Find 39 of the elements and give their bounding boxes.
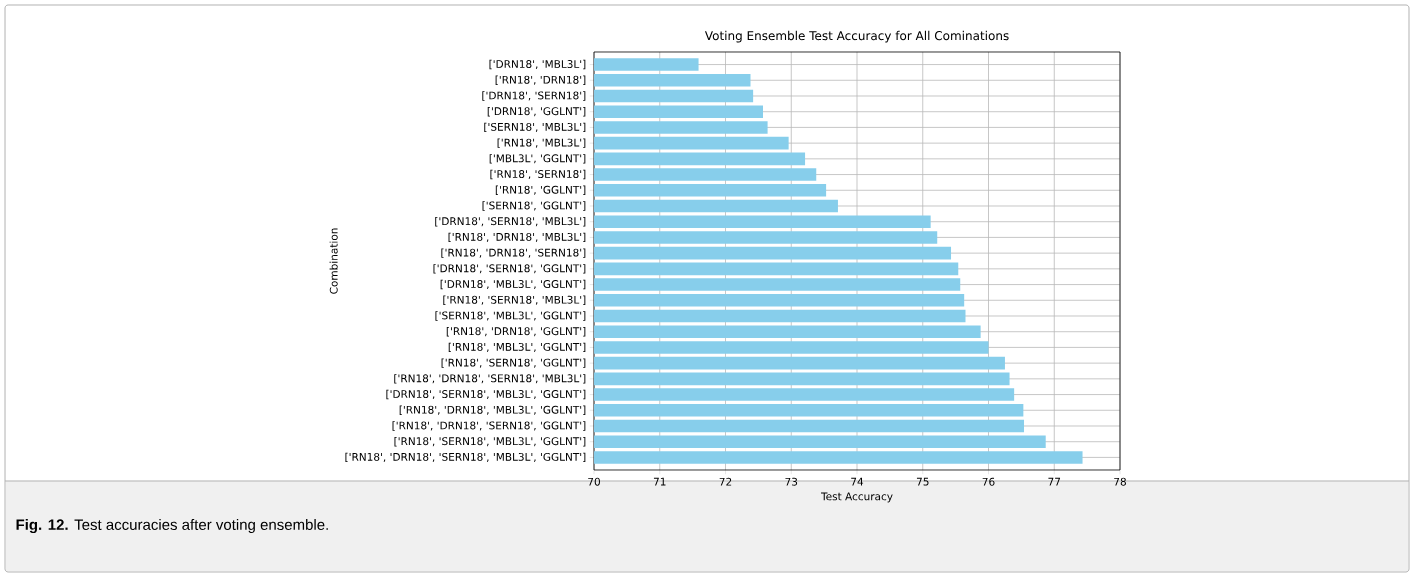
y-axis-title: Combination	[329, 228, 338, 294]
x-tick-label: 76	[982, 477, 995, 486]
x-tick-label: 75	[916, 477, 929, 486]
y-tick-label: ['DRN18', 'SERN18', 'MBL3L', 'GGLNT']	[386, 389, 586, 400]
y-tick-label: ['DRN18', 'SERN18']	[482, 91, 586, 101]
y-tick-label: ['RN18', 'SERN18']	[490, 169, 586, 180]
y-tick-label: ['RN18', 'SERN18', 'MBL3L', 'GGLNT']	[394, 437, 586, 447]
y-tick-label: ['RN18', 'DRN18', 'MBL3L', 'GGLNT']	[399, 405, 586, 415]
y-tick-label: ['RN18', 'DRN18', 'SERN18', 'MBL3L']	[394, 374, 586, 384]
x-tick-label: 70	[588, 477, 600, 486]
y-tick-label: ['MBL3L', 'GGLNT']	[489, 154, 586, 164]
y-tick-label: ['RN18', 'SERN18', 'GGLNT']	[441, 358, 586, 368]
y-tick-label: ['DRN18', 'SERN18', 'GGLNT']	[433, 264, 586, 274]
y-tick-label: ['RN18', 'DRN18']	[495, 75, 586, 85]
chart-title: Voting Ensemble Test Accuracy for All Cominations	[704, 30, 1009, 43]
y-tick-label: ['RN18', 'DRN18', 'GGLNT']	[446, 327, 586, 337]
x-tick-label: 71	[653, 477, 666, 486]
x-tick-label: 74	[851, 477, 864, 486]
y-tick-label: ['RN18', 'DRN18', 'SERN18', 'GGLNT']	[392, 421, 586, 431]
x-tick-label: 78	[1114, 477, 1126, 486]
y-tick-label: ['RN18', 'SERN18', 'MBL3L']	[443, 295, 586, 305]
y-tick-label: ['RN18', 'GGLNT']	[495, 185, 586, 195]
x-tick-label: 73	[785, 477, 798, 486]
y-tick-label: ['RN18', 'MBL3L']	[497, 138, 586, 148]
y-tick-label: ['DRN18', 'SERN18', 'MBL3L']	[435, 217, 586, 227]
y-tick-label: ['RN18', 'MBL3L', 'GGLNT']	[448, 342, 586, 353]
text: Fig. 12. Test accuracies after voting ensemble.	[16, 518, 328, 533]
y-tick-label: ['RN18', 'DRN18', 'SERN18']	[441, 248, 586, 258]
y-tick-label: ['DRN18', 'MBL3L']	[489, 59, 586, 70]
y-tick-label: ['SERN18', 'GGLNT']	[482, 201, 586, 211]
y-tick-label: ['DRN18', 'GGLNT']	[487, 107, 586, 117]
x-tick-label: 72	[719, 477, 732, 486]
y-tick-label: ['RN18', 'DRN18', 'SERN18', 'MBL3L', 'GGLNT']	[345, 452, 586, 463]
x-axis-title: Test Accuracy	[821, 492, 893, 503]
x-tick-label: 77	[1048, 477, 1061, 486]
y-tick-label: ['DRN18', 'MBL3L', 'GGLNT']	[440, 279, 586, 290]
y-tick-label: ['RN18', 'DRN18', 'MBL3L']	[448, 232, 586, 243]
y-tick-label: ['SERN18', 'MBL3L']	[484, 122, 586, 133]
y-tick-label: ['SERN18', 'MBL3L', 'GGLNT']	[435, 311, 586, 321]
